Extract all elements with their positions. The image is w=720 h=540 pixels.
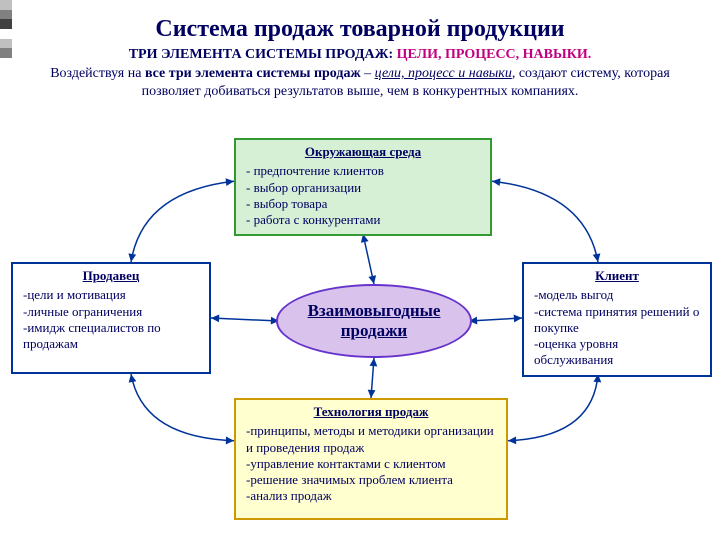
box-items: -цели и мотивация-личные ограничения-ими… bbox=[23, 287, 199, 352]
subtitle: ТРИ ЭЛЕМЕНТА СИСТЕМЫ ПРОДАЖ: ЦЕЛИ, ПРОЦЕ… bbox=[0, 47, 720, 63]
list-item: -анализ продаж bbox=[246, 488, 496, 504]
list-item: -управление контактами с клиентом bbox=[246, 456, 496, 472]
box-seller: Продавец -цели и мотивация-личные ограни… bbox=[11, 262, 211, 374]
box-header: Продавец bbox=[23, 268, 199, 284]
list-item: -имидж специалистов по продажам bbox=[23, 320, 199, 353]
list-item: -личные ограничения bbox=[23, 304, 199, 320]
list-item: - выбор товара bbox=[246, 196, 480, 212]
box-header: Технология продаж bbox=[246, 404, 496, 420]
description: Воздействуя на все три элемента системы … bbox=[24, 65, 696, 100]
center-ellipse: Взаимовыгодные продажи bbox=[276, 284, 472, 358]
list-item: - работа с конкурентами bbox=[246, 212, 480, 228]
list-item: -цели и мотивация bbox=[23, 287, 199, 303]
list-item: - выбор организации bbox=[246, 180, 480, 196]
center-line2: продажи bbox=[308, 321, 441, 341]
center-line1: Взаимовыгодные bbox=[308, 301, 441, 321]
list-item: -решение значимых проблем клиента bbox=[246, 472, 496, 488]
box-items: - предпочтение клиентов- выбор организац… bbox=[246, 163, 480, 228]
box-header: Клиент bbox=[534, 268, 700, 284]
list-item: -принципы, методы и методики организации… bbox=[246, 423, 496, 456]
list-item: -модель выгод bbox=[534, 287, 700, 303]
box-client: Клиент -модель выгод-система принятия ре… bbox=[522, 262, 712, 377]
box-items: -принципы, методы и методики организации… bbox=[246, 423, 496, 504]
list-item: -система принятия решений о покупке bbox=[534, 304, 700, 337]
box-items: -модель выгод-система принятия решений о… bbox=[534, 287, 700, 368]
box-environment: Окружающая среда - предпочтение клиентов… bbox=[234, 138, 492, 236]
subtitle-highlight: ЦЕЛИ, ПРОЦЕСС, НАВЫКИ. bbox=[397, 47, 592, 62]
page-title: Система продаж товарной продукции bbox=[0, 0, 720, 43]
box-technology: Технология продаж -принципы, методы и ме… bbox=[234, 398, 508, 520]
list-item: -оценка уровня обслуживания bbox=[534, 336, 700, 369]
decorative-sidebar bbox=[0, 0, 12, 58]
list-item: - предпочтение клиентов bbox=[246, 163, 480, 179]
subtitle-plain: ТРИ ЭЛЕМЕНТА СИСТЕМЫ ПРОДАЖ: bbox=[129, 47, 397, 62]
box-header: Окружающая среда bbox=[246, 144, 480, 160]
